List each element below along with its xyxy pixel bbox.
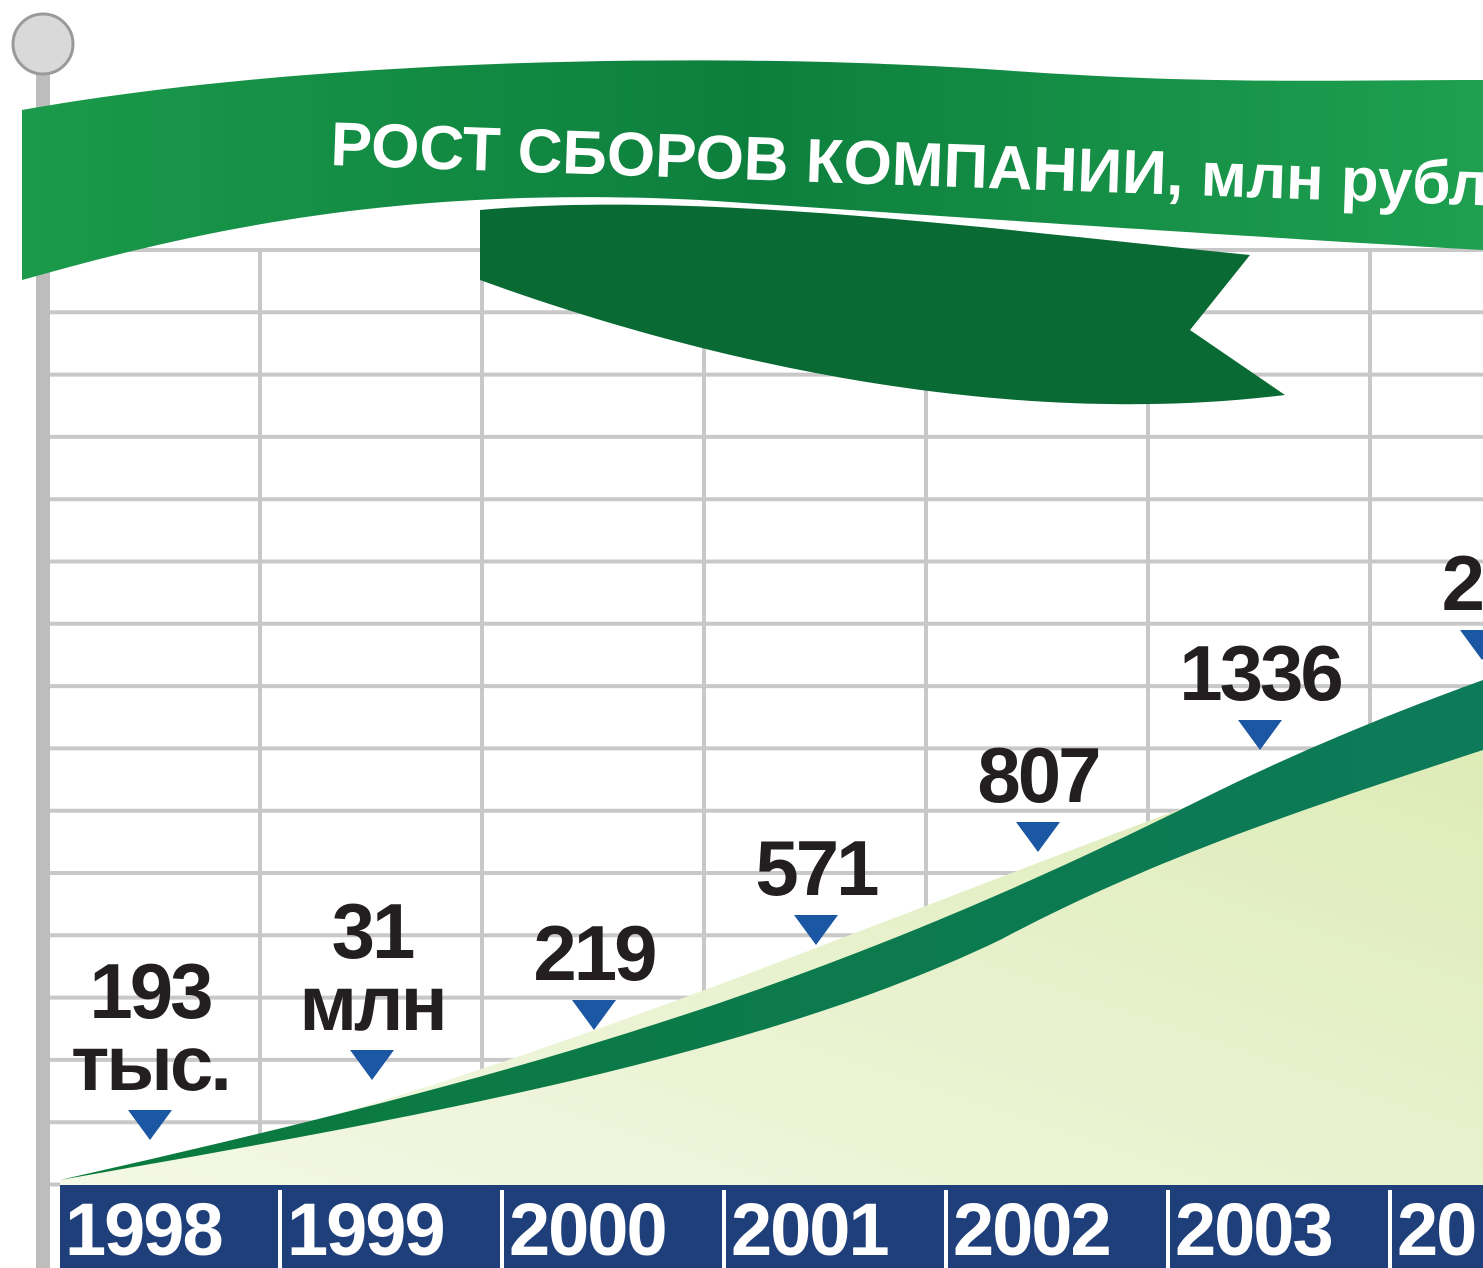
x-tick-label: 2002 bbox=[953, 1188, 1110, 1268]
value-label: 1336 bbox=[1160, 638, 1360, 710]
x-tick-label: 1999 bbox=[287, 1188, 444, 1268]
value-label: 193 тыс. bbox=[50, 956, 250, 1100]
value-label: 31 млн bbox=[272, 896, 472, 1040]
x-tick-label: 20 bbox=[1397, 1188, 1475, 1268]
value-label: 571 bbox=[716, 833, 916, 905]
value-marker bbox=[1016, 822, 1060, 852]
value-marker bbox=[128, 1110, 172, 1140]
value-marker bbox=[350, 1050, 394, 1080]
value-label: 219 bbox=[494, 918, 694, 990]
x-tick-label: 2001 bbox=[731, 1188, 888, 1268]
year-band: 1998 1999 2000 2001 2002 2003 20 bbox=[60, 1185, 1483, 1268]
x-tick-label: 2003 bbox=[1175, 1188, 1332, 1268]
pole-ball bbox=[13, 14, 73, 74]
page: РОСТ СБОРОВ КОМПАНИИ, млн рублей 1998199… bbox=[0, 0, 1483, 1268]
value-marker bbox=[1238, 720, 1282, 750]
x-tick-label: 2000 bbox=[509, 1188, 666, 1268]
value-label: 807 bbox=[938, 740, 1138, 812]
value-marker bbox=[1460, 630, 1483, 660]
value-marker bbox=[794, 915, 838, 945]
value-label: 24 bbox=[1382, 548, 1483, 620]
x-tick-label: 1998 bbox=[65, 1188, 222, 1268]
